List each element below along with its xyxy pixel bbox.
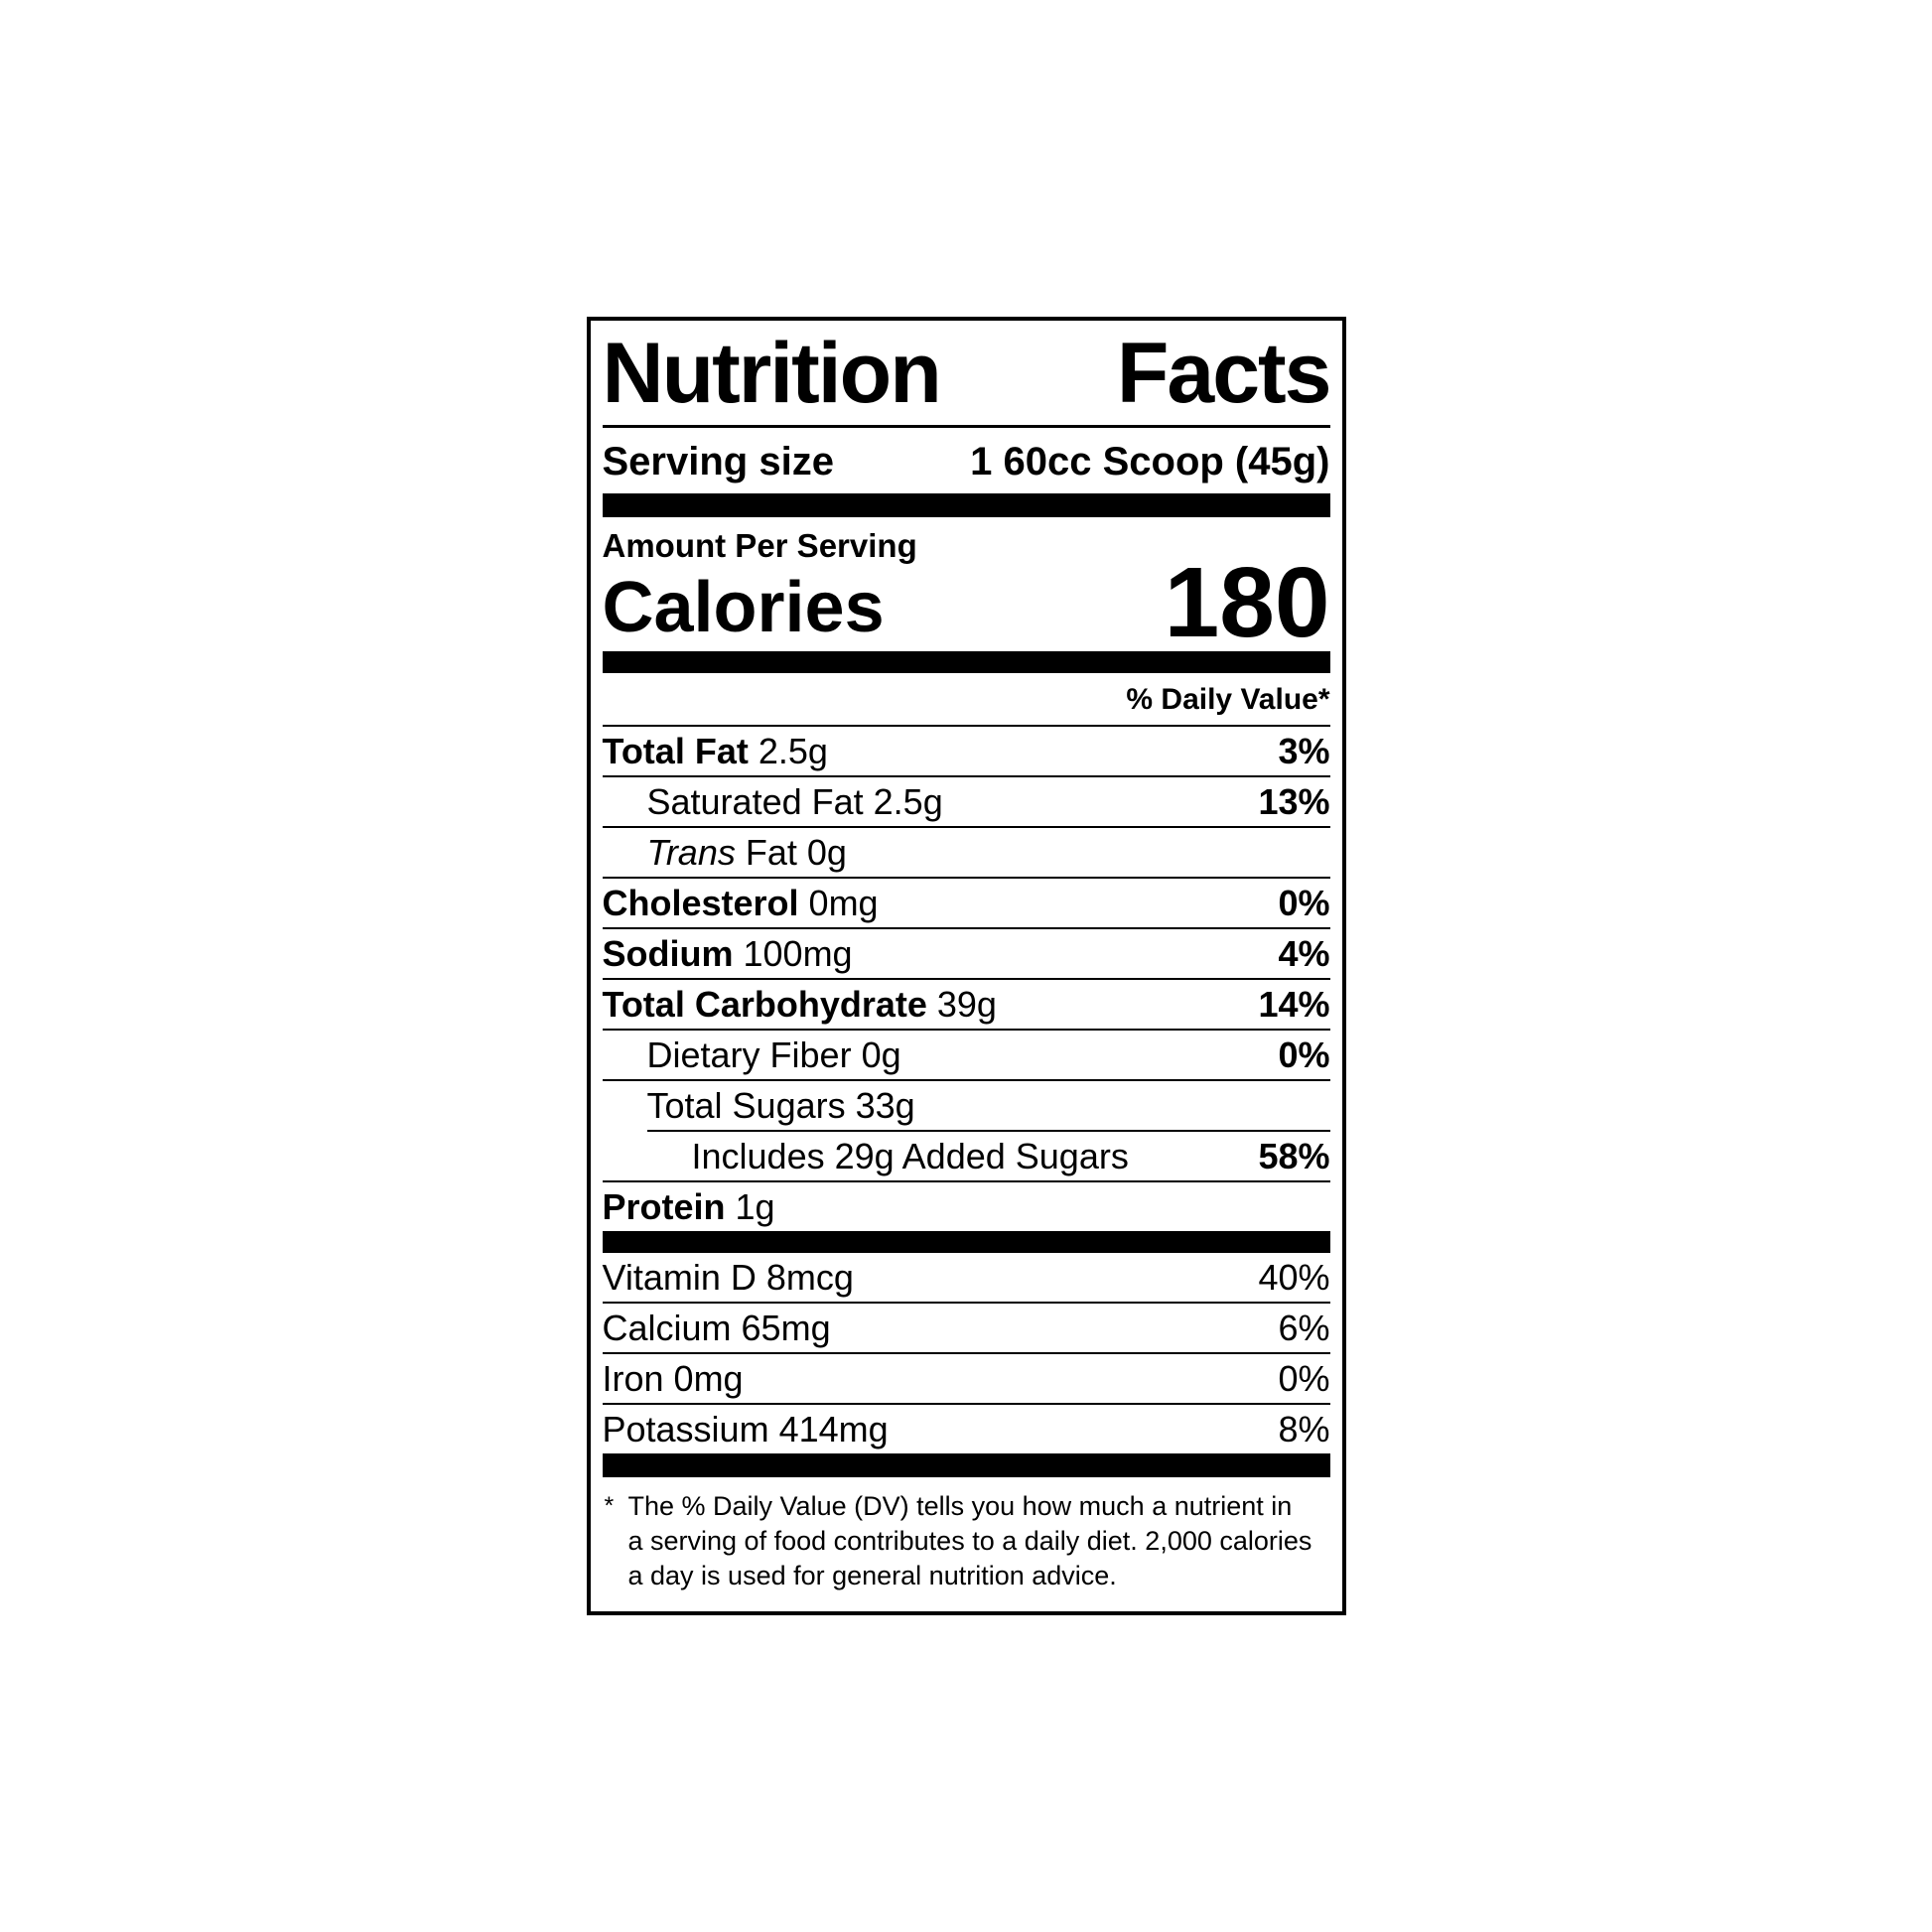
nutrient-row: Total Sugars 33g (602, 1079, 1330, 1130)
separator-bar-thick (602, 1231, 1330, 1254)
footnote-asterisk: * (604, 1492, 615, 1521)
micronutrient-rows: Vitamin D 8mcg 40% Calcium 65mg 6% Iron 0mg 0… (602, 1253, 1330, 1456)
nutrient-name-italic: Trans (646, 832, 746, 874)
serving-size-row: Serving size 1 60cc Scoop (45g) (603, 428, 1330, 493)
nutrient-row-daily-value: 58% (1258, 1136, 1330, 1177)
nutrient-row-name: Trans Fat 0g (646, 832, 847, 874)
nutrient-row-daily-value: 0% (1278, 1035, 1330, 1076)
nutrient-row: Dietary Fiber 0g 0% (602, 1029, 1330, 1079)
label-title: Nutrition Facts (602, 325, 1332, 421)
footnote-text: The % Daily Value (DV) tells you how muc… (627, 1491, 1312, 1591)
label-title-word-2: Facts (1116, 325, 1332, 421)
daily-value-header: % Daily Value* (1126, 683, 1330, 717)
separator-bar-thick (602, 493, 1330, 518)
micronutrient-row-daily-value: 6% (1278, 1308, 1330, 1349)
micronutrient-row: Iron 0mg 0% (602, 1352, 1330, 1403)
micronutrient-row: Calcium 65mg 6% (602, 1302, 1330, 1352)
nutrient-row-name: Total Sugars 33g (646, 1085, 915, 1127)
separator-bar-thick (602, 1455, 1330, 1478)
amount-per-serving-label: Amount Per Serving (602, 527, 917, 565)
nutrient-row: Trans Fat 0g (602, 826, 1330, 877)
nutrient-row-name: Includes 29g Added Sugars (691, 1136, 1129, 1177)
micronutrient-row-daily-value: 0% (1278, 1358, 1330, 1400)
nutrient-rows: Total Fat 2.5g 3% Saturated Fat 2.5g 13% Tra… (602, 725, 1330, 1231)
separator-bar-thick (602, 651, 1330, 674)
nutrient-row-name: Cholesterol 0mg (602, 883, 879, 924)
nutrient-row: Saturated Fat 2.5g 13% (602, 775, 1330, 826)
nutrient-row: Protein 1g (602, 1180, 1330, 1231)
nutrient-row-name: Sodium 100mg (602, 933, 853, 975)
calories-label: Calories (602, 567, 885, 647)
calories-row: Calories 180 (602, 547, 1330, 659)
title-divider (602, 425, 1330, 429)
micronutrient-row-name: Calcium 65mg (602, 1308, 831, 1349)
micronutrient-row: Vitamin D 8mcg 40% (603, 1253, 1330, 1302)
micronutrient-row: Potassium 414mg 8% (602, 1403, 1330, 1453)
label-title-word-1: Nutrition (602, 325, 942, 421)
nutrient-row: Total Carbohydrate 39g 14% (602, 978, 1330, 1029)
micronutrient-row-name: Potassium 414mg (602, 1409, 889, 1450)
serving-size-label: Serving size (602, 440, 834, 484)
micronutrient-row-daily-value: 8% (1278, 1409, 1330, 1450)
nutrient-row-daily-value: 14% (1258, 984, 1330, 1026)
nutrient-row: Cholesterol 0mg 0% (602, 877, 1330, 927)
calories-value: 180 (1164, 547, 1330, 659)
nutrient-row-name: Saturated Fat 2.5g (646, 781, 943, 823)
micronutrient-row-name: Vitamin D 8mcg (602, 1257, 854, 1299)
micronutrient-row-daily-value: 40% (1258, 1257, 1330, 1299)
nutrient-row-name: Total Carbohydrate 39g (602, 984, 997, 1026)
nutrition-facts-label: Nutrition Facts Serving size 1 60cc Scoo… (586, 316, 1346, 1616)
nutrient-row: Includes 29g Added Sugars 58% (646, 1130, 1330, 1180)
footnote: * The % Daily Value (DV) tells you how m… (603, 1477, 1330, 1597)
micronutrient-row-name: Iron 0mg (602, 1358, 744, 1400)
nutrient-row-daily-value: 4% (1278, 933, 1330, 975)
nutrient-row-daily-value: 3% (1278, 731, 1330, 772)
nutrient-row-daily-value: 13% (1258, 781, 1330, 823)
nutrient-row-daily-value: 0% (1278, 883, 1330, 924)
nutrient-row: Sodium 100mg 4% (602, 927, 1330, 978)
nutrient-row-name: Dietary Fiber 0g (646, 1035, 901, 1076)
serving-size-value: 1 60cc Scoop (45g) (970, 440, 1330, 484)
nutrient-row-name: Protein 1g (602, 1186, 775, 1228)
nutrient-row-name: Total Fat 2.5g (602, 731, 828, 772)
nutrient-row: Total Fat 2.5g 3% (602, 725, 1330, 775)
